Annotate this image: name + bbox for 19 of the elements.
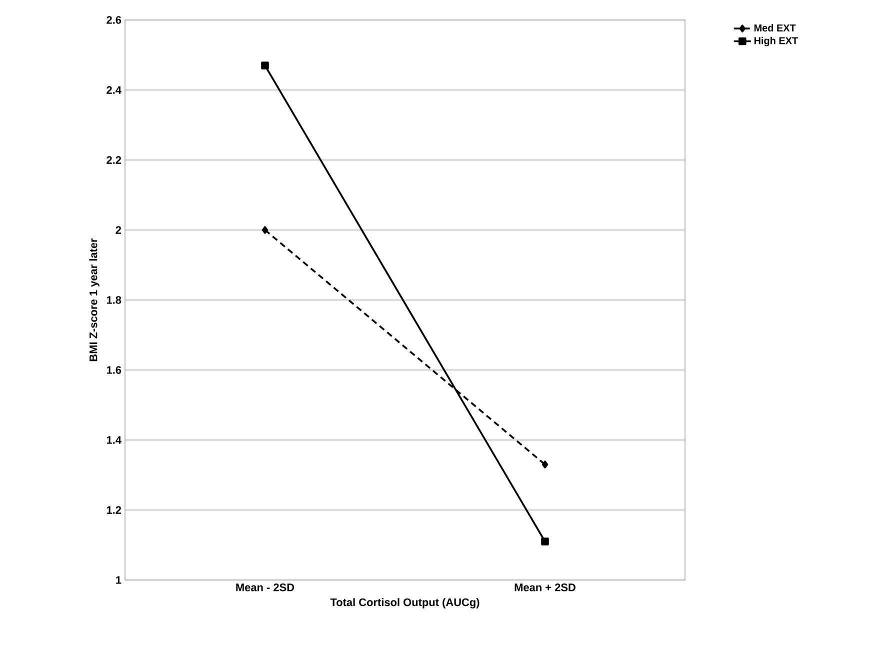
x-tick-label: Mean - 2SD	[236, 584, 294, 592]
x-tick-label: Mean + 2SD	[514, 584, 576, 592]
y-tick-label: 2.6	[106, 16, 122, 24]
legend-label: Med EXT	[754, 24, 796, 32]
y-axis-title: BMI Z-score 1 year later	[89, 238, 100, 362]
y-tick-label: 1	[116, 576, 122, 584]
legend-label: High EXT	[754, 36, 798, 46]
point	[262, 226, 268, 234]
y-tick-label: 2.4	[106, 86, 122, 94]
y-tick-label: 1.8	[106, 296, 122, 304]
point	[541, 538, 549, 546]
y-tick-label: 1.6	[106, 366, 122, 374]
y-tick-label: 2.2	[106, 156, 122, 164]
y-tick-label: 1.4	[106, 436, 122, 444]
y-tick-label: 2	[116, 226, 122, 234]
point	[261, 62, 269, 70]
x-axis-title: Total Cortisol Output (AUCg)	[330, 598, 480, 608]
y-tick-label: 1.2	[106, 506, 122, 514]
point	[542, 460, 548, 468]
